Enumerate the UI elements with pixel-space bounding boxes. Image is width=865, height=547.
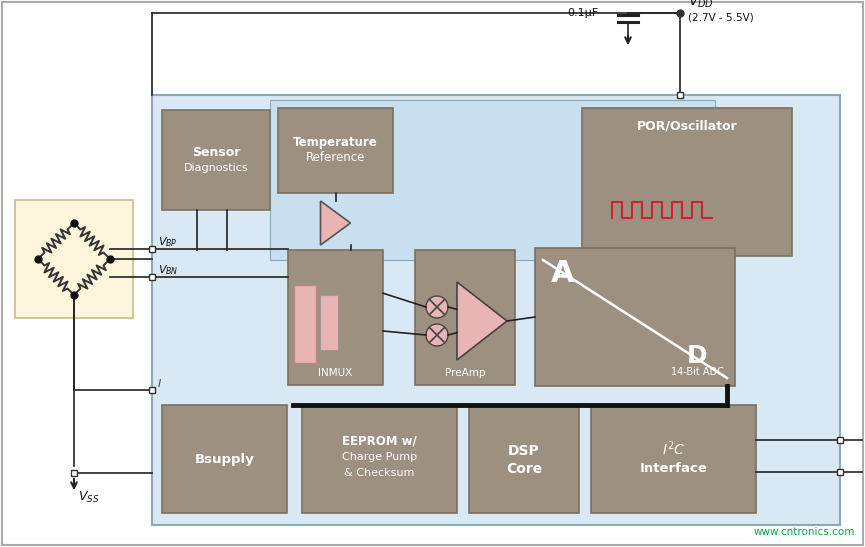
Text: DSP: DSP — [508, 444, 540, 458]
Text: (2.7V - 5.5V): (2.7V - 5.5V) — [688, 13, 753, 23]
Text: Charge Pump: Charge Pump — [342, 452, 417, 462]
Text: 14-Bit ADC: 14-Bit ADC — [670, 367, 723, 377]
Text: 0.1μF: 0.1μF — [567, 8, 598, 18]
Bar — [582, 108, 792, 256]
Text: POR/Oscillator: POR/Oscillator — [637, 119, 737, 132]
Bar — [415, 250, 515, 385]
Bar — [162, 110, 270, 210]
Text: & Checksum: & Checksum — [344, 468, 414, 478]
Bar — [837, 437, 843, 443]
Bar — [677, 92, 683, 98]
Text: Diagnostics: Diagnostics — [183, 163, 248, 173]
Bar — [469, 405, 579, 513]
Bar — [288, 250, 383, 385]
Text: I: I — [158, 379, 161, 389]
Polygon shape — [457, 282, 507, 360]
Bar — [149, 274, 155, 280]
Text: Core: Core — [506, 462, 542, 476]
Text: Interface: Interface — [639, 463, 708, 475]
Bar — [15, 200, 133, 318]
Bar — [162, 405, 287, 513]
Polygon shape — [321, 201, 350, 245]
Text: Bsupply: Bsupply — [195, 452, 254, 465]
Circle shape — [426, 324, 448, 346]
Text: D: D — [687, 344, 708, 368]
Bar — [302, 405, 457, 513]
Bar — [320, 295, 338, 350]
Text: Sensor: Sensor — [192, 147, 240, 160]
Text: PreAmp: PreAmp — [445, 368, 485, 378]
Bar — [294, 285, 316, 363]
Text: INMUX: INMUX — [318, 368, 353, 378]
Text: EEPROM w/: EEPROM w/ — [343, 434, 417, 447]
Bar — [71, 470, 77, 476]
Bar — [837, 469, 843, 475]
Bar — [152, 95, 840, 525]
Text: $V_{DD}$: $V_{DD}$ — [688, 0, 714, 10]
Text: www.cntronics.com: www.cntronics.com — [753, 527, 855, 537]
Text: $I^2C$: $I^2C$ — [662, 440, 685, 458]
Bar — [591, 405, 756, 513]
Bar — [149, 387, 155, 393]
Text: $V_{BN}$: $V_{BN}$ — [158, 263, 178, 277]
Text: Reference: Reference — [306, 151, 365, 164]
Text: $V_{BP}$: $V_{BP}$ — [158, 235, 177, 249]
Bar — [535, 248, 735, 386]
Circle shape — [426, 296, 448, 318]
Bar — [270, 100, 715, 260]
Text: $V_{SS}$: $V_{SS}$ — [78, 490, 99, 505]
Bar — [278, 108, 393, 193]
Text: Temperature: Temperature — [293, 136, 378, 149]
Bar — [149, 246, 155, 252]
Text: A: A — [551, 259, 575, 288]
